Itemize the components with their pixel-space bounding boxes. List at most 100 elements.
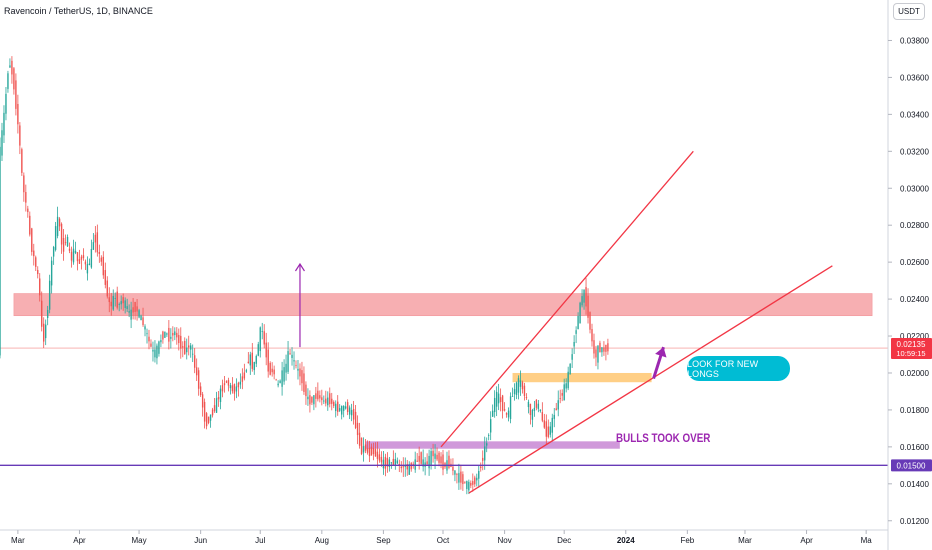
candle [311,396,313,406]
candle [509,392,512,424]
candle-body [432,450,434,457]
candle [408,461,410,476]
candle-body [372,448,375,455]
candle [392,450,395,466]
candle-body [263,331,265,345]
candle-body [315,393,317,399]
candle-body [390,462,393,464]
candle [37,266,39,279]
candle-body [122,297,124,304]
candle [519,370,522,396]
candle [448,450,450,470]
candle [60,222,63,254]
candle-body [37,269,39,275]
candle [456,472,458,484]
candle [432,443,434,463]
candle [217,390,220,407]
y-tick-label: 0.02200 [900,332,929,341]
y-tick-label: 0.02400 [900,295,929,304]
candle [426,453,428,465]
candle-body [96,232,99,253]
candle-body [209,414,212,421]
candle [472,473,474,492]
candle-body [174,331,176,336]
candle [46,305,49,326]
candle-body [559,398,561,400]
candle-body [162,331,164,340]
candle [285,354,287,381]
quote-unit-button[interactable]: USDT [893,3,925,20]
candle [186,338,188,360]
x-tick-label: Jun [194,536,207,545]
candle-body [184,341,186,355]
candle [523,382,526,401]
candle [102,251,104,279]
x-tick-label: Oct [437,536,450,545]
candle [563,378,565,401]
candle [176,327,178,345]
candle-body [370,446,373,456]
candle [287,341,289,374]
candle [535,399,538,411]
candle-body [313,395,315,405]
candle [184,337,186,355]
candle [462,471,464,491]
candle [593,333,595,359]
candle [327,391,329,411]
candle-body [462,474,464,485]
candle-body [50,260,53,286]
candle [458,463,460,490]
candle-body [555,408,557,411]
candle-body [339,408,341,411]
candle [281,361,283,396]
candle [482,450,484,471]
candle-body [480,466,482,469]
candle-body [56,216,59,237]
candle [438,451,440,467]
candle-body [186,347,188,353]
candle-body [301,370,303,384]
candle-body [100,257,103,262]
candle [486,437,488,453]
candle [9,58,11,68]
candle-body [388,459,391,468]
candle [13,67,15,95]
candle [66,234,69,248]
candle [170,328,172,349]
candle-body [541,412,544,421]
x-tick-label: Feb [680,536,694,545]
candle-body [295,365,297,366]
candle-body [215,398,218,413]
candle-body [62,237,65,252]
candle-body [110,301,112,307]
candle [541,402,544,423]
candle-body [160,340,162,343]
candle [235,378,238,399]
candle-body [70,251,73,261]
candle-body [342,406,345,411]
candle-body [476,477,478,481]
candle [555,402,557,411]
candle [547,419,549,439]
candle-body [203,401,206,422]
candle [513,383,516,401]
candle-body [239,381,242,385]
candle [120,295,122,310]
y-tick-label: 0.03800 [900,36,929,45]
candle [414,451,416,473]
candle [337,395,339,416]
x-tick-label: Sep [376,536,391,545]
candle [277,380,279,388]
x-tick-label: Mar [11,536,25,545]
candle [559,389,561,404]
candle-body [317,390,319,400]
candle [150,339,152,348]
candle [515,381,518,400]
candle-body [154,349,156,358]
candle [207,416,210,425]
candle [156,343,158,365]
candle-body [188,345,190,348]
candle-body [132,307,134,313]
candle-body [217,397,220,400]
